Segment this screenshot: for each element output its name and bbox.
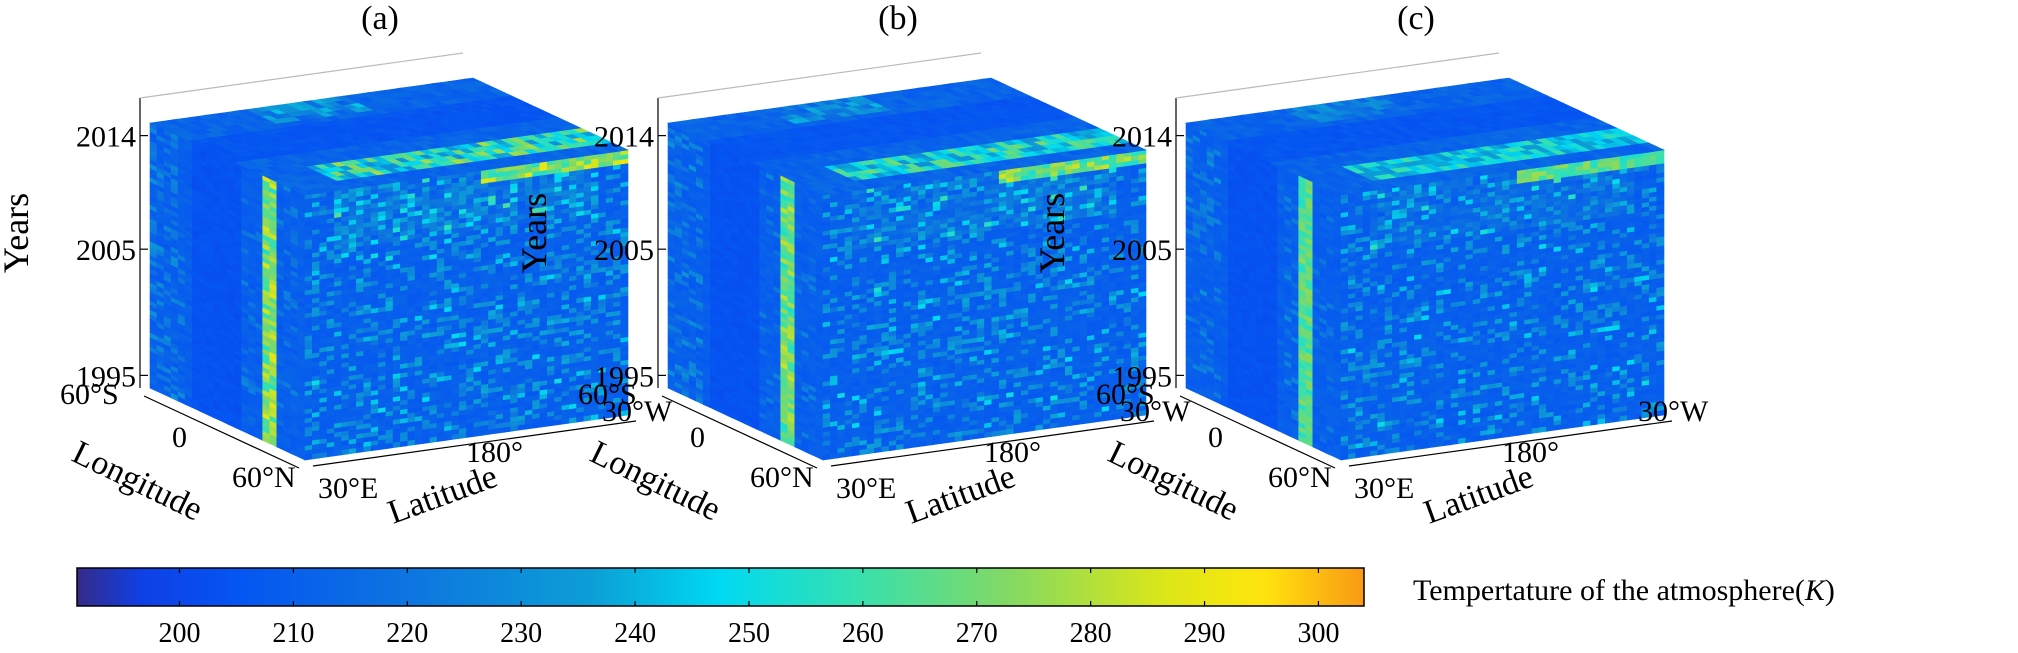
- z-tick-label: 2014: [594, 121, 654, 154]
- x-tick-label: 60°S: [60, 378, 119, 411]
- colorbar-tick-label: 210: [272, 618, 314, 649]
- x-axis-label: Longitude: [66, 434, 208, 529]
- y-axis-line: [312, 420, 637, 467]
- y-tick-label: 30°W: [602, 395, 673, 428]
- right-face-1: [304, 149, 629, 461]
- y-tick-label: 30°W: [1638, 395, 1709, 428]
- y-axis-line: [1348, 420, 1673, 467]
- x-tick-label: 60°N: [750, 461, 814, 494]
- panel-1: (a) 1995 2005 2014 Years 60°S 0 60°N Longitude 30…: [0, 0, 673, 532]
- z-tick-label: 1995: [76, 360, 136, 393]
- y-tick-label: 180°: [984, 436, 1041, 469]
- y-axis-label: Latitude: [1419, 458, 1538, 532]
- right-face-2: [822, 149, 1147, 461]
- y-tick-label: 30°E: [836, 472, 896, 505]
- x-tick-label: 60°N: [232, 461, 296, 494]
- back-top-edge: [1175, 52, 1500, 99]
- z-axis-label: Years: [0, 193, 36, 273]
- panel-label: (b): [878, 0, 918, 37]
- panel-label: (c): [1397, 0, 1435, 37]
- z-tick-label: 2005: [594, 234, 654, 267]
- y-tick-label: 180°: [1502, 436, 1559, 469]
- panel-2: (b) 1995 2005 2014 Years 60°S 0 60°N Longitude 30…: [514, 0, 1191, 532]
- colorbar-tick-label: 240: [614, 618, 656, 649]
- colorbar-tick-label: 230: [500, 618, 542, 649]
- colorbar-tick-label: 220: [386, 618, 428, 649]
- x-axis-label: Longitude: [1102, 434, 1244, 529]
- y-tick-label: 30°E: [318, 472, 378, 505]
- x-axis-line: [1179, 395, 1336, 469]
- colorbar-tick-label: 280: [1070, 618, 1112, 649]
- z-tick-label: 1995: [1112, 360, 1172, 393]
- colorbar-tick-label: 200: [159, 618, 201, 649]
- colorbar-label-end: ): [1825, 574, 1835, 607]
- colorbar-label-main: Tempertature of the atmosphere(: [1413, 574, 1805, 607]
- x-tick-label: 60°S: [1096, 378, 1155, 411]
- top-face-1: [148, 77, 630, 196]
- x-axis-label: Longitude: [584, 434, 726, 529]
- colorbar: 200 210 220 230 240 250 260 270 280 290 300 Tempert…: [76, 567, 1835, 649]
- z-axis-label: Years: [1032, 193, 1072, 273]
- back-top-edge: [657, 52, 982, 99]
- x-tick-label: 0: [690, 421, 705, 454]
- y-tick-label: 30°E: [1354, 472, 1414, 505]
- z-tick-label: 2005: [76, 234, 136, 267]
- top-face-3: [1184, 77, 1666, 196]
- right-face-3: [1340, 149, 1665, 461]
- y-axis-line: [830, 420, 1155, 467]
- z-tick-label: 2014: [76, 121, 136, 154]
- colorbar-tick-label: 300: [1297, 618, 1339, 649]
- z-axis-label: Years: [514, 193, 554, 273]
- colorbar-tick-label: 270: [956, 618, 998, 649]
- z-tick-label: 2005: [1112, 234, 1172, 267]
- y-axis-label: Latitude: [901, 458, 1020, 532]
- left-face-3: [1185, 122, 1342, 461]
- colorbar-gradient: [76, 567, 1365, 607]
- x-tick-label: 60°S: [578, 378, 637, 411]
- y-tick-label: 180°: [466, 436, 523, 469]
- x-tick-label: 0: [1208, 421, 1223, 454]
- colorbar-label-unit: K: [1804, 574, 1827, 607]
- y-axis-label: Latitude: [383, 458, 502, 532]
- colorbar-tick-label: 260: [842, 618, 884, 649]
- x-tick-label: 60°N: [1268, 461, 1332, 494]
- x-tick-label: 0: [172, 421, 187, 454]
- colorbar-tick-label: 250: [728, 618, 770, 649]
- z-tick-label: 1995: [594, 360, 654, 393]
- panel-label: (a): [361, 0, 399, 37]
- back-top-edge: [139, 52, 464, 99]
- panels-layer: (a) 1995 2005 2014 Years 60°S 0 60°N Longitude 30…: [0, 0, 1709, 532]
- x-axis-line: [143, 395, 300, 469]
- z-tick-label: 2014: [1112, 121, 1172, 154]
- axes-2: [657, 52, 1155, 469]
- axes-1: [139, 52, 637, 469]
- colorbar-label: Tempertature of the atmosphere(K): [1413, 574, 1835, 607]
- x-axis-line: [661, 395, 818, 469]
- top-face-2: [666, 77, 1148, 196]
- y-tick-label: 30°W: [1120, 395, 1191, 428]
- left-face-1: [149, 122, 306, 461]
- axes-3: [1175, 52, 1673, 469]
- colorbar-tick-label: 290: [1184, 618, 1226, 649]
- panel-3: (c) 1995 2005 2014 Years 60°S 0 60°N Longitude 30…: [1032, 0, 1709, 532]
